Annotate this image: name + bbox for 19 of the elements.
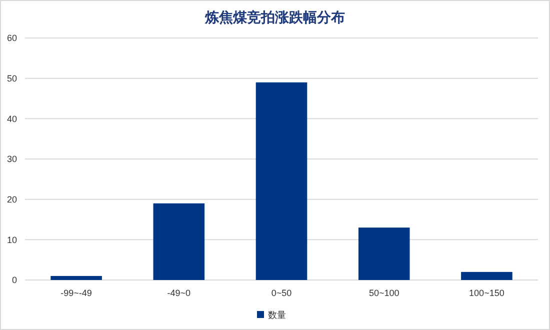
y-tick-label: 40 xyxy=(6,114,17,124)
bar xyxy=(358,228,410,280)
chart-title: 炼焦煤竞拍涨跌幅分布 xyxy=(204,9,345,26)
x-tick-label: 0~50 xyxy=(271,288,292,298)
y-tick-label: 30 xyxy=(6,154,17,164)
x-tick-label: 100~150 xyxy=(469,288,504,298)
y-tick-label: 50 xyxy=(6,73,17,84)
x-tick-label: 50~100 xyxy=(368,288,400,298)
x-tick-label: -49~0 xyxy=(167,288,191,298)
bar xyxy=(256,82,308,280)
bar xyxy=(153,203,205,280)
y-tick-label: 20 xyxy=(6,194,17,204)
y-tick-label: 60 xyxy=(6,33,17,44)
y-tick-label: 0 xyxy=(12,275,17,286)
y-tick-label: 10 xyxy=(6,234,17,245)
bar xyxy=(461,272,512,280)
legend-label: 数量 xyxy=(268,310,286,320)
bar xyxy=(50,276,102,280)
x-tick-label: -99~-49 xyxy=(60,288,92,298)
